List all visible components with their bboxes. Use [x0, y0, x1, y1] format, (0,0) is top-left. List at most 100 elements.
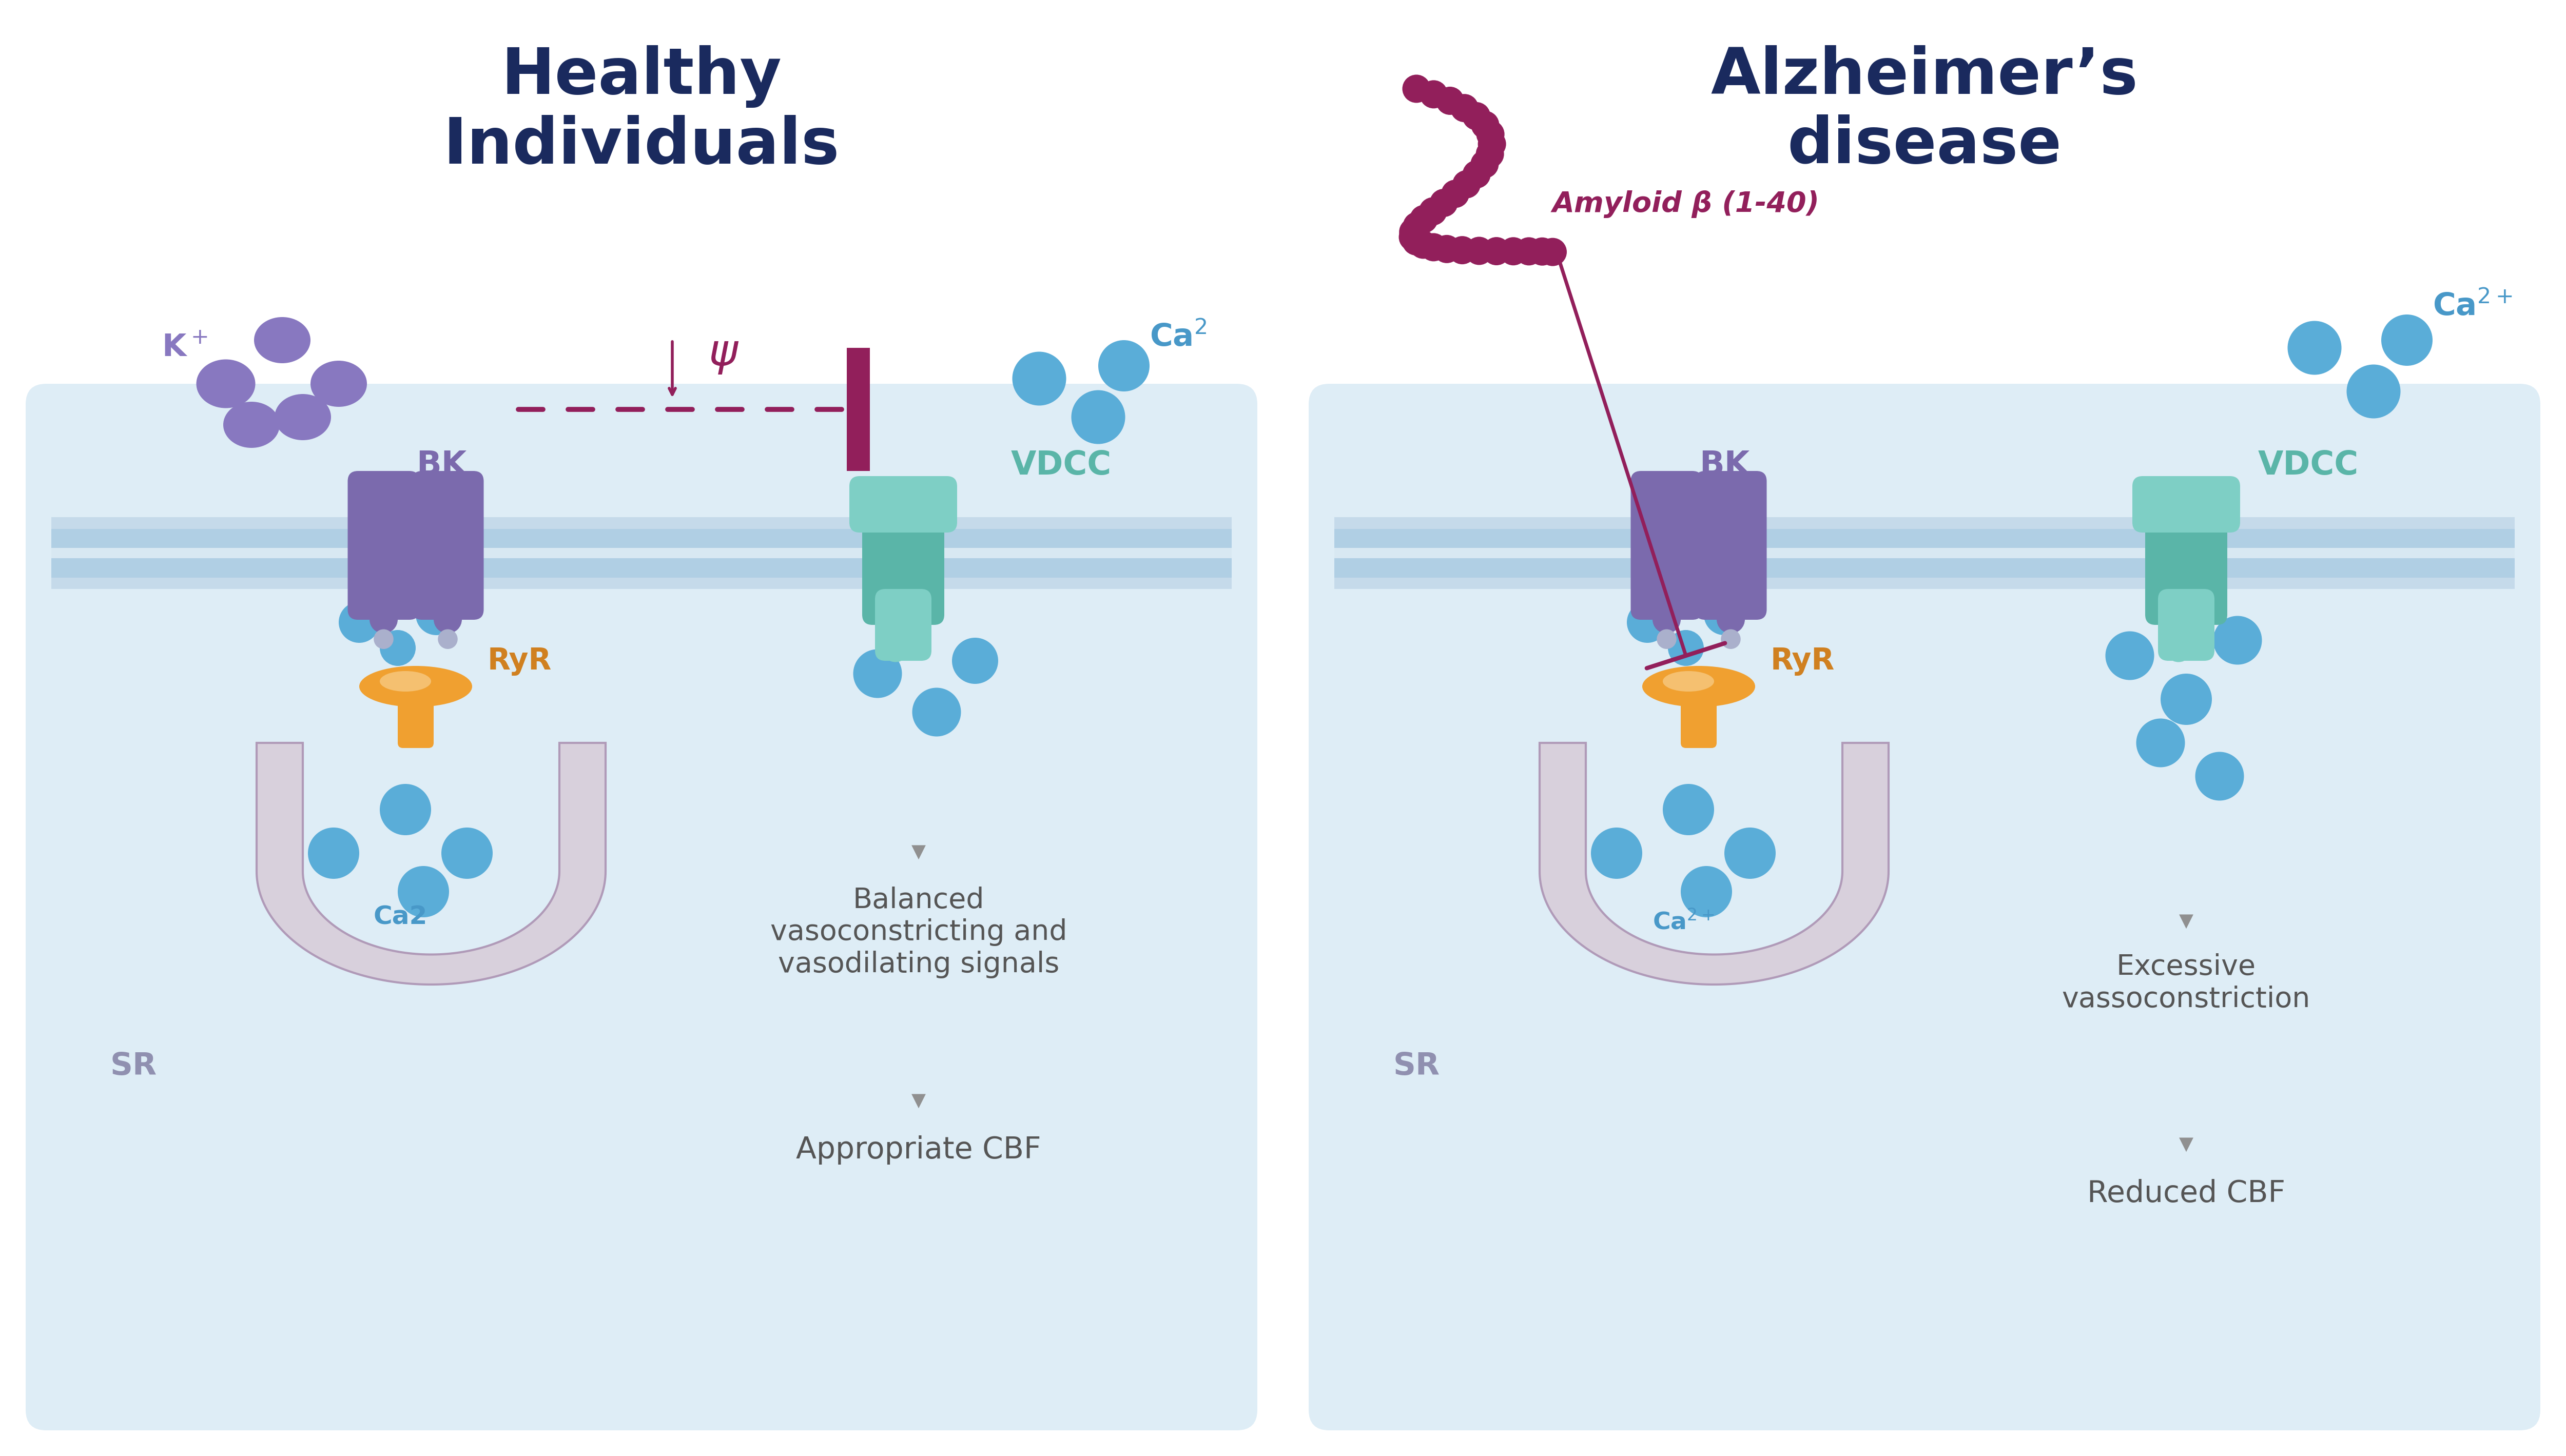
FancyBboxPatch shape [2145, 476, 2227, 625]
Circle shape [308, 827, 359, 879]
Text: Ca2: Ca2 [372, 906, 429, 929]
FancyBboxPatch shape [1632, 470, 1704, 620]
FancyBboxPatch shape [862, 476, 944, 625]
Circle shape [1475, 121, 1504, 149]
Circle shape [1073, 390, 1124, 444]
Ellipse shape [1642, 665, 1755, 708]
Circle shape [1627, 601, 1668, 644]
Circle shape [380, 783, 431, 836]
Text: Ca$^{2+}$: Ca$^{2+}$ [1653, 910, 1714, 935]
Circle shape [2212, 616, 2263, 664]
Circle shape [1409, 230, 1437, 259]
FancyBboxPatch shape [1696, 470, 1768, 620]
Text: BK: BK [416, 450, 467, 482]
FancyBboxPatch shape [849, 476, 957, 533]
Text: Reduced CBF: Reduced CBF [2086, 1179, 2286, 1208]
Ellipse shape [223, 402, 280, 448]
Text: SR: SR [110, 1051, 157, 1082]
Text: RyR: RyR [488, 646, 552, 676]
Circle shape [370, 606, 398, 633]
Bar [1334, 517, 2515, 590]
Text: Excessive
vassoconstriction: Excessive vassoconstriction [2063, 954, 2309, 1013]
Circle shape [2348, 364, 2402, 418]
Circle shape [1409, 205, 1437, 233]
Circle shape [398, 866, 449, 917]
Text: BK: BK [1699, 450, 1750, 482]
FancyBboxPatch shape [1309, 384, 2540, 1430]
Circle shape [1475, 140, 1504, 169]
Text: K$^+$: K$^+$ [162, 333, 208, 363]
FancyBboxPatch shape [411, 470, 482, 620]
Circle shape [2196, 751, 2243, 801]
Circle shape [1724, 827, 1776, 879]
Polygon shape [257, 743, 606, 984]
Bar [51, 517, 1232, 590]
Circle shape [1668, 630, 1704, 665]
Circle shape [1401, 227, 1429, 255]
Circle shape [375, 629, 393, 649]
Circle shape [883, 633, 911, 662]
Circle shape [913, 687, 960, 737]
Ellipse shape [380, 671, 431, 692]
Text: VDCC: VDCC [1011, 450, 1111, 482]
Circle shape [2161, 674, 2212, 725]
Circle shape [1663, 783, 1714, 836]
Circle shape [1704, 594, 1745, 635]
Bar [51, 517, 1232, 529]
Bar [51, 547, 1232, 558]
Ellipse shape [1663, 671, 1714, 692]
Circle shape [1463, 102, 1491, 130]
Circle shape [434, 606, 462, 633]
FancyBboxPatch shape [1681, 681, 1717, 748]
Text: RyR: RyR [1771, 646, 1835, 676]
Circle shape [1429, 189, 1457, 217]
Circle shape [1419, 233, 1447, 261]
Polygon shape [1540, 743, 1889, 984]
Bar [1334, 547, 2515, 558]
Circle shape [1419, 197, 1447, 226]
Ellipse shape [195, 360, 257, 408]
Circle shape [1450, 95, 1478, 122]
Circle shape [1591, 827, 1642, 879]
Circle shape [1463, 160, 1491, 188]
Circle shape [1717, 606, 1745, 633]
Circle shape [1447, 236, 1475, 265]
Ellipse shape [310, 361, 367, 406]
Circle shape [2135, 718, 2186, 767]
Circle shape [380, 630, 416, 665]
Ellipse shape [275, 395, 331, 440]
Circle shape [1681, 866, 1732, 917]
Circle shape [1432, 234, 1460, 264]
Circle shape [1398, 223, 1427, 252]
Text: Alzheimer’s
disease: Alzheimer’s disease [1712, 45, 2137, 176]
Circle shape [1478, 130, 1506, 159]
Text: Ca$^{2+}$: Ca$^{2+}$ [2433, 291, 2512, 322]
FancyBboxPatch shape [398, 681, 434, 748]
Circle shape [1098, 341, 1150, 392]
Circle shape [1419, 80, 1447, 108]
Circle shape [439, 629, 457, 649]
Text: Healthy
Individuals: Healthy Individuals [444, 45, 839, 178]
Circle shape [339, 601, 380, 644]
FancyBboxPatch shape [26, 384, 1257, 1430]
FancyBboxPatch shape [2158, 590, 2214, 661]
Bar [847, 348, 870, 470]
Text: Balanced
vasoconstricting and
vasodilating signals: Balanced vasoconstricting and vasodilati… [770, 887, 1067, 978]
FancyBboxPatch shape [875, 590, 931, 661]
Circle shape [1483, 237, 1511, 265]
Circle shape [2104, 632, 2155, 680]
Circle shape [1401, 74, 1432, 103]
Bar [1334, 517, 2515, 529]
Circle shape [1404, 213, 1432, 240]
Text: ψ: ψ [708, 332, 736, 374]
Circle shape [2166, 633, 2191, 662]
Text: VDCC: VDCC [2258, 450, 2358, 482]
FancyBboxPatch shape [2132, 476, 2240, 533]
Circle shape [1452, 170, 1481, 198]
Text: SR: SR [1393, 1051, 1440, 1082]
FancyBboxPatch shape [349, 470, 421, 620]
Circle shape [1540, 237, 1568, 266]
Circle shape [1514, 237, 1542, 265]
Circle shape [1470, 150, 1499, 178]
Circle shape [952, 638, 998, 684]
